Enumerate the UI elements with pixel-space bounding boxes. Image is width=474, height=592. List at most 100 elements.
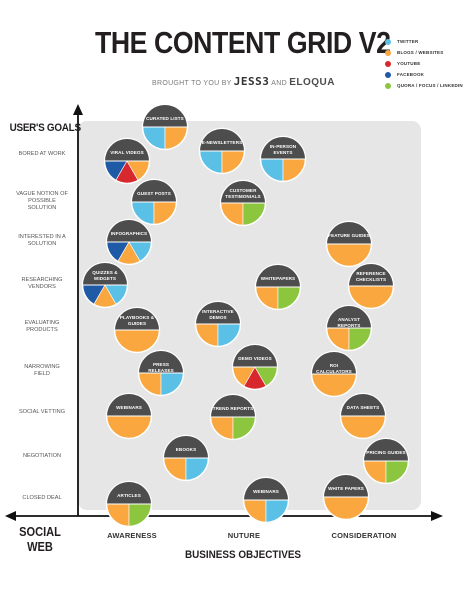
bubble-label: QUIZZES & WIDGETS bbox=[92, 270, 118, 281]
bubble-top bbox=[256, 265, 300, 287]
bubble-label: DATA SHEETS bbox=[346, 405, 380, 410]
bubble-graphic bbox=[231, 343, 279, 391]
bubble-segment-blogs bbox=[326, 327, 350, 351]
content-bubble: IN-PERSON EVENTS bbox=[259, 135, 307, 183]
bubble-segment-twitter bbox=[142, 126, 166, 150]
column-label-consideration: CONSIDERATION bbox=[331, 531, 397, 540]
bubble-segment-quora bbox=[277, 286, 301, 310]
content-bubble: ROI CALCULATORS bbox=[310, 350, 358, 398]
bubble-segment-blogs bbox=[195, 323, 219, 347]
bubble-graphic bbox=[219, 179, 267, 227]
content-bubble: WHITEPAPERS bbox=[254, 263, 302, 311]
legend-dot-blogs bbox=[385, 49, 391, 56]
bubble-label: ARTICLES bbox=[117, 493, 141, 498]
bubble-top bbox=[107, 394, 151, 416]
bubble-segment-quora bbox=[348, 327, 372, 351]
x-axis-arrow-right bbox=[431, 511, 443, 521]
legend-item-twitter: TWITTER bbox=[385, 36, 463, 47]
bubble-top bbox=[327, 306, 371, 328]
bubble-label: TREND REPORTS bbox=[212, 406, 254, 411]
bubble-segment-blogs bbox=[106, 503, 130, 527]
row-label: NARROWING FIELD bbox=[24, 364, 60, 377]
y-axis-arrow bbox=[73, 104, 83, 115]
column-label-nuture: NUTURE bbox=[227, 531, 261, 540]
row-label: NEGOTIATION bbox=[22, 453, 62, 459]
subtitle-prefix: BROUGHT TO YOU BY bbox=[152, 80, 232, 87]
bubble-label: ROI CALCULATORS bbox=[316, 363, 352, 374]
legend-item-quora: QUORA / FOCUS / LINKEDIN bbox=[385, 80, 463, 91]
bubble-top bbox=[349, 264, 393, 286]
content-bubble: EBOOKS bbox=[162, 434, 210, 482]
bubble-segment-blogs bbox=[153, 201, 177, 225]
bubble-segment-twitter bbox=[260, 158, 284, 182]
bubble-graphic bbox=[259, 135, 307, 183]
column-label-awareness: AWARENESS bbox=[107, 531, 157, 540]
bubble-graphic bbox=[194, 300, 242, 348]
bubble-segment-blogs bbox=[106, 415, 152, 439]
subtitle-join: AND bbox=[271, 80, 287, 87]
content-bubble: WEBINARS bbox=[242, 476, 290, 524]
bubble-segment-blogs bbox=[255, 286, 279, 310]
bubble-top bbox=[132, 180, 176, 202]
legend-label: FACEBOOK bbox=[397, 72, 425, 77]
content-bubble: ANALYST REPORTS bbox=[325, 304, 373, 352]
row-label: INTERESTED IN A SOLUTION bbox=[18, 234, 66, 247]
bubble-label: WHITE PAPERS bbox=[328, 486, 364, 491]
legend-label: BLOGS / WEBSITES bbox=[397, 50, 444, 55]
bubble-label: PLAYBOOKS & GUIDES bbox=[119, 315, 155, 326]
content-bubble: GUEST POSTS bbox=[130, 178, 178, 226]
bubble-segment-blogs bbox=[340, 415, 386, 439]
legend-label: YOUTUBE bbox=[397, 61, 421, 66]
content-bubble: E-NEWSLETTERS bbox=[198, 127, 246, 175]
legend-dot-twitter bbox=[385, 38, 391, 45]
y-axis-title: USER'S GOALS bbox=[9, 122, 81, 134]
row-label: BORED AT WORK bbox=[18, 151, 66, 157]
legend-dot-youtube bbox=[385, 60, 391, 67]
bubble-graphic bbox=[242, 476, 290, 524]
content-bubble: VIRAL VIDEOS bbox=[103, 137, 151, 185]
bubble-label: INFOGRAPHICS bbox=[110, 231, 148, 236]
bubble-top bbox=[139, 351, 183, 373]
social-web-label: SOCIAL WEB bbox=[19, 524, 61, 554]
bubble-top bbox=[312, 352, 356, 374]
bubble-graphic bbox=[105, 218, 153, 266]
bubble-segment-quora bbox=[242, 202, 266, 226]
bubble-segment-quora bbox=[232, 416, 256, 440]
content-bubble: WEBINARS bbox=[105, 392, 153, 440]
bubble-graphic bbox=[130, 178, 178, 226]
content-bubble: INTERACTIVE DEMOS bbox=[194, 300, 242, 348]
legend-dot-quora bbox=[385, 82, 391, 89]
bubble-graphic bbox=[105, 480, 153, 528]
content-bubble: QUIZZES & WIDGETS bbox=[81, 261, 129, 309]
bubble-segment-twitter bbox=[185, 457, 209, 481]
bubble-graphic bbox=[209, 393, 257, 441]
bubble-segment-blogs bbox=[221, 150, 245, 174]
content-bubble: PRICING GUIDES bbox=[362, 437, 410, 485]
bubble-top bbox=[211, 395, 255, 417]
bubble-label: DEMO VIDEOS bbox=[238, 356, 272, 361]
bubble-segment-blogs bbox=[243, 499, 267, 523]
content-bubble: DEMO VIDEOS bbox=[231, 343, 279, 391]
legend-label: TWITTER bbox=[397, 39, 419, 44]
x-axis-arrow-left bbox=[5, 511, 16, 521]
bubble-top bbox=[196, 302, 240, 324]
bubble-label: FEATURE GUIDES bbox=[328, 233, 370, 238]
bubble-top bbox=[143, 105, 187, 127]
bubble-label: CURATED LISTS bbox=[146, 116, 184, 121]
bubble-top bbox=[115, 308, 159, 330]
bubble-graphic bbox=[310, 350, 358, 398]
bubble-top bbox=[327, 222, 371, 244]
bubble-graphic bbox=[347, 262, 395, 310]
bubble-segment-blogs bbox=[210, 416, 234, 440]
bubble-top bbox=[233, 345, 277, 367]
bubble-segment-quora bbox=[385, 460, 409, 484]
bubble-top bbox=[83, 263, 127, 285]
row-label: SOCIAL VETTING bbox=[18, 409, 66, 415]
bubble-segment-blogs bbox=[220, 202, 244, 226]
bubble-label: VIRAL VIDEOS bbox=[110, 150, 144, 155]
bubble-top bbox=[164, 436, 208, 458]
bubble-segment-blogs bbox=[163, 457, 187, 481]
bubble-graphic bbox=[322, 473, 370, 521]
bubble-segment-blogs bbox=[326, 243, 372, 267]
